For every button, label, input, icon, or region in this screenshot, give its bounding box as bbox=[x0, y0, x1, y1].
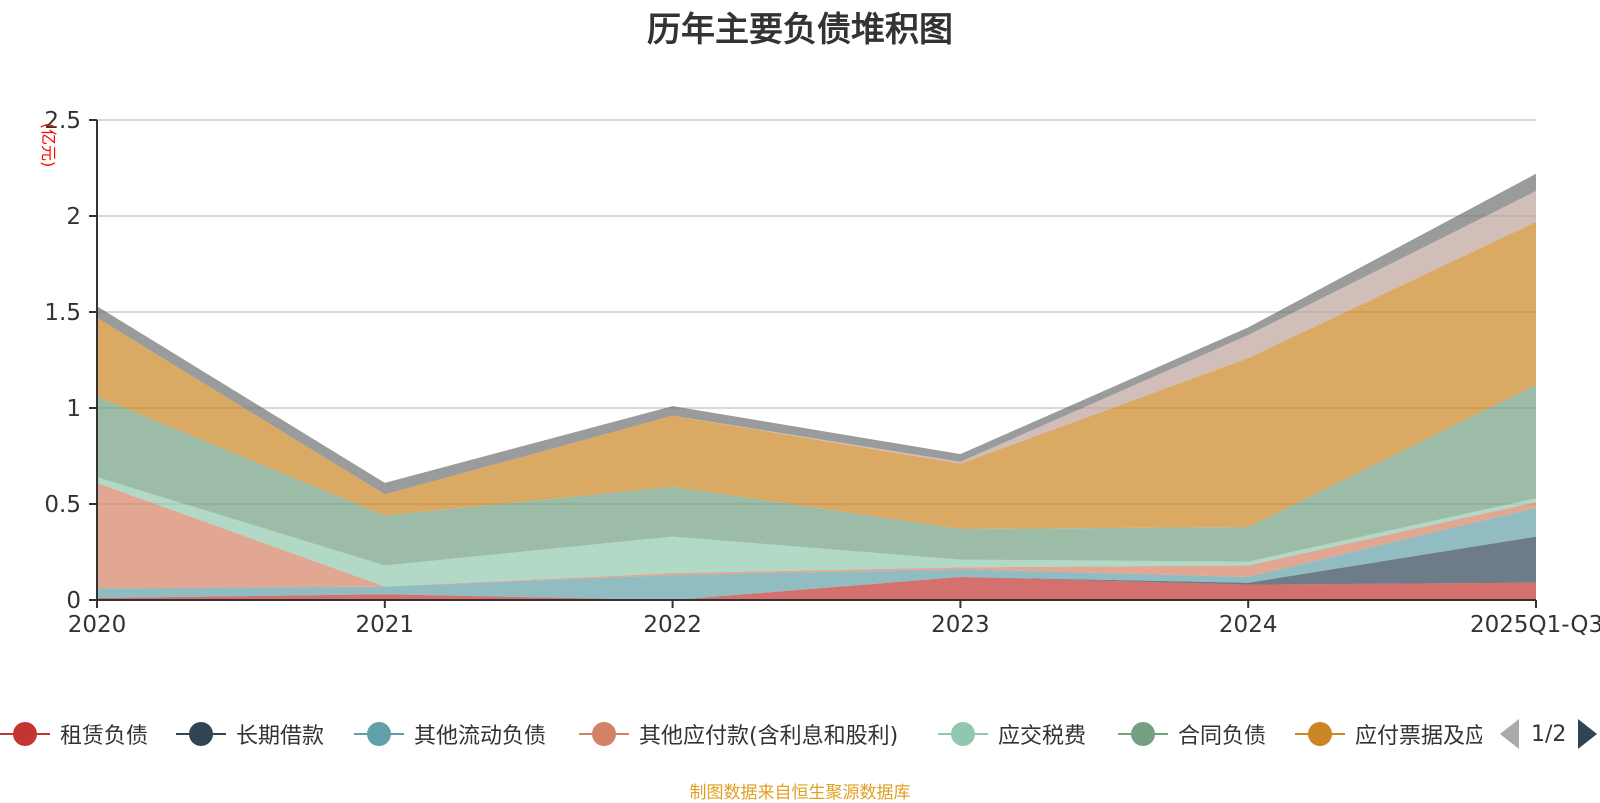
axes bbox=[89, 119, 1537, 608]
area-series-0 bbox=[97, 576, 1536, 600]
legend-item[interactable]: 其他应付款(含利息和股利) bbox=[579, 716, 898, 752]
legend-item[interactable]: 应交税费 bbox=[938, 716, 1086, 752]
area-series-3 bbox=[97, 482, 1536, 589]
x-tick-label: 2024 bbox=[1219, 612, 1278, 638]
source-note: 制图数据来自恒生聚源数据库 bbox=[689, 783, 911, 803]
x-tick-label: 2023 bbox=[931, 612, 990, 638]
y-tick-label: 0.5 bbox=[44, 492, 81, 518]
x-tick-label: 2022 bbox=[643, 612, 702, 638]
y-tick-label: 2 bbox=[66, 204, 81, 230]
area-series-4 bbox=[97, 477, 1536, 587]
area-series-5 bbox=[97, 384, 1536, 566]
x-tick-label: 2021 bbox=[356, 612, 415, 638]
area-series-6 bbox=[97, 221, 1536, 529]
legend-marker-icon bbox=[176, 719, 226, 749]
legend-items: 租赁负债 长期借款 其他流动负债 其他应付款(含利息和股利) 应交税费 合同负债 应付票据及… bbox=[0, 716, 1482, 756]
legend-item[interactable]: 其他流动负债 bbox=[354, 716, 546, 752]
y-tick-label: 0 bbox=[66, 588, 81, 614]
legend-next-page-icon[interactable] bbox=[1578, 719, 1598, 749]
x-tick-label: 2025Q1-Q3 bbox=[1470, 612, 1600, 638]
y-tick-label: 1 bbox=[66, 396, 81, 422]
legend-label: 租赁负债 bbox=[60, 724, 149, 749]
legend-page-indicator: 1/2 bbox=[1531, 721, 1567, 747]
legend-marker-icon bbox=[1118, 719, 1168, 749]
legend-marker-icon bbox=[1295, 719, 1345, 749]
legend-label: 长期借款 bbox=[236, 724, 325, 749]
area-series-2 bbox=[97, 507, 1536, 600]
legend-marker-icon bbox=[938, 719, 988, 749]
stacked-areas bbox=[97, 173, 1536, 600]
legend-label: 应交税费 bbox=[998, 724, 1087, 749]
legend-label: 其他流动负债 bbox=[414, 724, 547, 749]
tick-labels: 0 0.5 1 1.5 2 2.5 2020 2021 2022 2023 2024 2025Q1-Q… bbox=[44, 108, 1600, 638]
legend-label: 应付票据及应付账款 bbox=[1355, 724, 1482, 749]
y-axis-unit-label: (亿元) bbox=[39, 123, 58, 168]
legend-marker-icon bbox=[579, 719, 629, 749]
y-tick-label: 1.5 bbox=[44, 300, 81, 326]
legend-marker-icon bbox=[354, 719, 404, 749]
legend-item[interactable]: 应付票据及应付账款 bbox=[1295, 716, 1482, 752]
x-tick-label: 2020 bbox=[68, 612, 127, 638]
area-series-8 bbox=[97, 173, 1536, 495]
legend-label: 合同负债 bbox=[1178, 724, 1267, 749]
legend-item[interactable]: 合同负债 bbox=[1118, 716, 1266, 752]
chart-plot: 0 0.5 1 1.5 2 2.5 2020 2021 2022 2023 2024 2025Q1-Q… bbox=[39, 108, 1600, 638]
y-tick-label: 2.5 bbox=[44, 108, 81, 134]
area-series-7 bbox=[97, 191, 1536, 495]
legend-prev-page-icon[interactable] bbox=[1500, 719, 1519, 749]
legend-marker-icon bbox=[0, 719, 50, 749]
legend-label: 其他应付款(含利息和股利) bbox=[639, 724, 899, 749]
legend-item[interactable]: 租赁负债 bbox=[0, 716, 148, 752]
legend-pager: 1/2 bbox=[1500, 716, 1598, 752]
legend-item[interactable]: 长期借款 bbox=[176, 716, 324, 752]
chart-title: 历年主要负债堆积图 bbox=[647, 10, 953, 50]
legend: 租赁负债 长期借款 其他流动负债 其他应付款(含利息和股利) 应交税费 合同负债 应付票据及… bbox=[0, 716, 1600, 756]
